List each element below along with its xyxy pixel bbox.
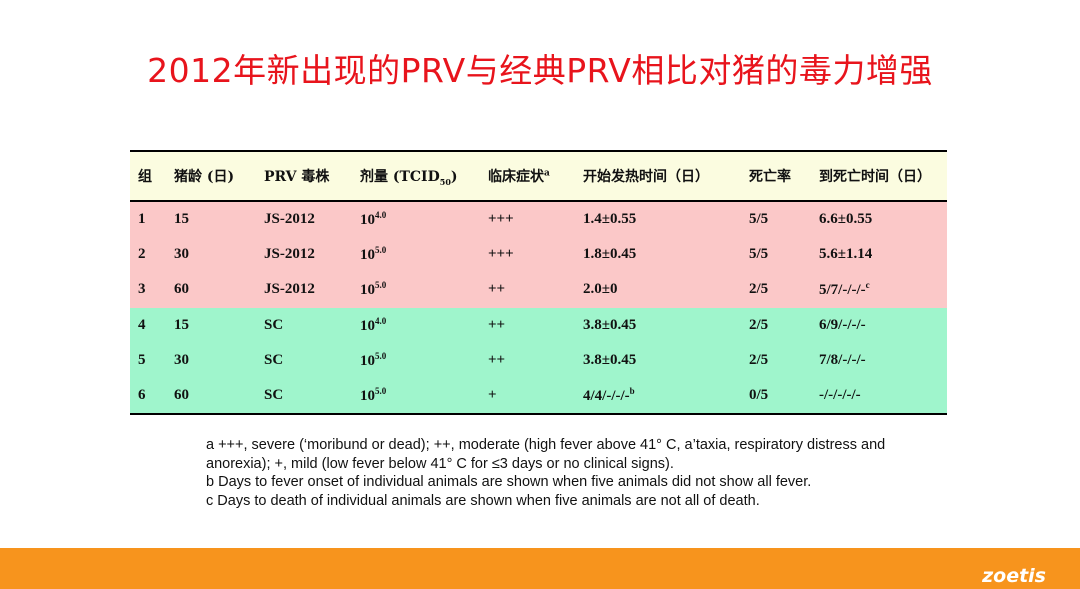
table-row: 6 60 SC 105.0 + 4/4/-/-/-b 0/5 -/-/-/-/-: [130, 378, 947, 414]
cell-fever: 1.8±0.45: [583, 245, 637, 262]
zoetis-logo: zoetis: [982, 565, 1046, 587]
cell-age: 15: [174, 316, 189, 333]
cell-fever: 3.8±0.45: [583, 316, 637, 333]
cell-mortality: 5/5: [749, 245, 769, 262]
cell-strain: SC: [264, 387, 284, 404]
slide-title: 2012年新出现的PRV与经典PRV相比对猪的毒力增强: [147, 51, 933, 90]
cell-symptoms: +++: [488, 210, 514, 227]
cell-age: 30: [174, 352, 189, 369]
cell-dose: 105.0: [360, 351, 387, 370]
cell-group: 4: [138, 316, 146, 333]
cell-strain: JS-2012: [264, 210, 315, 227]
cell-fever: 1.4±0.55: [583, 210, 637, 227]
cell-group: 3: [138, 281, 146, 298]
header-symptoms: 临床症状a: [488, 168, 550, 185]
cell-group: 1: [138, 210, 146, 227]
cell-group: 2: [138, 245, 146, 262]
header-strain: PRV 毒株: [264, 169, 330, 185]
cell-symptoms: ++: [488, 316, 506, 333]
cell-age: 60: [174, 281, 189, 298]
footnote-c: c Days to death of individual animals ar…: [206, 492, 760, 509]
cell-age: 30: [174, 245, 189, 262]
footnote-b: b Days to fever onset of individual anim…: [206, 474, 812, 490]
header-mortality: 死亡率: [749, 169, 791, 185]
cell-age: 60: [174, 387, 189, 404]
cell-death: 6.6±0.55: [819, 210, 873, 227]
cell-symptoms: ++: [488, 352, 506, 369]
table-row: 3 60 JS-2012 105.0 ++ 2.0±0 2/5 5/7/-/-/…: [130, 272, 947, 308]
cell-dose: 105.0: [360, 386, 387, 405]
table-row: 5 30 SC 105.0 ++ 3.8±0.45 2/5 7/8/-/-/-: [130, 343, 947, 379]
cell-dose: 104.0: [360, 315, 387, 334]
cell-mortality: 2/5: [749, 352, 769, 369]
cell-fever: 2.0±0: [583, 281, 618, 298]
footnote-a: a +++, severe (‘moribund or dead); ++, m…: [206, 437, 886, 472]
header-age: 猪龄 (日): [174, 169, 235, 185]
cell-group: 5: [138, 352, 146, 369]
header-dose: 剂量 (TCID50): [360, 168, 458, 187]
cell-strain: SC: [264, 352, 284, 369]
cell-dose: 105.0: [360, 244, 387, 263]
cell-mortality: 5/5: [749, 210, 769, 227]
header-group: 组: [138, 169, 152, 185]
cell-fever: 4/4/-/-/-b: [583, 386, 635, 405]
header-fever-onset: 开始发热时间（日）: [583, 169, 709, 185]
virulence-table: 组 猪龄 (日) PRV 毒株 剂量 (TCID50) 临床症状a 开始发热时间…: [130, 150, 947, 415]
header-time-to-death: 到死亡时间（日）: [819, 169, 931, 185]
table-row: 4 15 SC 104.0 ++ 3.8±0.45 2/5 6/9/-/-/-: [130, 307, 947, 343]
footer-bar: zoetis: [0, 548, 1080, 589]
table-row: 2 30 JS-2012 105.0 +++ 1.8±0.45 5/5 5.6±…: [130, 236, 947, 272]
cell-mortality: 0/5: [749, 387, 769, 404]
cell-age: 15: [174, 210, 189, 227]
virulence-table-container: 组 猪龄 (日) PRV 毒株 剂量 (TCID50) 临床症状a 开始发热时间…: [130, 150, 947, 415]
table-footnotes: a +++, severe (‘moribund or dead); ++, m…: [206, 436, 886, 510]
cell-death: 5/7/-/-/-c: [819, 280, 870, 299]
cell-strain: JS-2012: [264, 245, 315, 262]
cell-death: 6/9/-/-/-: [819, 316, 866, 333]
cell-death: 5.6±1.14: [819, 245, 873, 262]
cell-symptoms: +: [488, 387, 497, 404]
cell-strain: SC: [264, 316, 284, 333]
cell-dose: 104.0: [360, 209, 387, 228]
cell-symptoms: ++: [488, 281, 506, 298]
cell-strain: JS-2012: [264, 281, 315, 298]
cell-fever: 3.8±0.45: [583, 352, 637, 369]
cell-mortality: 2/5: [749, 316, 769, 333]
cell-dose: 105.0: [360, 280, 387, 299]
table-header-row: 组 猪龄 (日) PRV 毒株 剂量 (TCID50) 临床症状a 开始发热时间…: [130, 151, 947, 201]
cell-mortality: 2/5: [749, 281, 769, 298]
cell-death: -/-/-/-/-: [819, 387, 861, 404]
cell-symptoms: +++: [488, 245, 514, 262]
cell-death: 7/8/-/-/-: [819, 352, 866, 369]
table-row: 1 15 JS-2012 104.0 +++ 1.4±0.55 5/5 6.6±…: [130, 201, 947, 237]
cell-group: 6: [138, 387, 146, 404]
